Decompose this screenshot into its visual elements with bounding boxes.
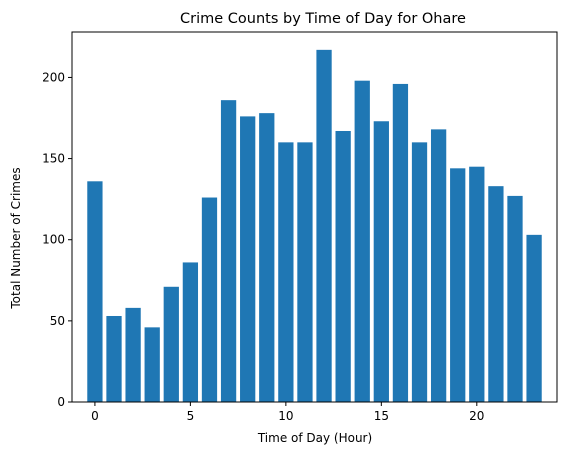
x-tick-label: 0 bbox=[91, 409, 99, 423]
bar-hour-17 bbox=[411, 142, 428, 402]
plot-frame bbox=[71, 31, 558, 403]
bar-hour-0 bbox=[87, 181, 103, 402]
y-tick-label: 0 bbox=[57, 395, 65, 409]
y-axis-label: Total Number of Crimes bbox=[9, 167, 23, 309]
bar-hour-9 bbox=[259, 113, 275, 402]
bar-hour-10 bbox=[278, 142, 294, 402]
y-tick-label: 200 bbox=[42, 70, 65, 84]
bars-group bbox=[87, 49, 542, 403]
bar-hour-22 bbox=[507, 195, 523, 402]
bar-hour-23 bbox=[526, 234, 542, 402]
bar-hour-3 bbox=[144, 327, 160, 402]
chart-title: Crime Counts by Time of Day for Ohare bbox=[180, 11, 466, 27]
bar-hour-15 bbox=[373, 121, 389, 402]
bar-hour-7 bbox=[220, 100, 237, 402]
bar-hour-21 bbox=[488, 186, 504, 402]
y-tick-label: 150 bbox=[42, 152, 65, 166]
bar-hour-16 bbox=[392, 83, 409, 403]
y-tick-label: 50 bbox=[50, 314, 65, 328]
plot-area: 0 5 10 15 20 0 50 100 150 200 bbox=[42, 31, 558, 423]
bar-hour-1 bbox=[106, 315, 122, 402]
bar-hour-6 bbox=[201, 197, 218, 402]
bar-hour-5 bbox=[182, 262, 199, 402]
y-axis: 0 50 100 150 200 bbox=[42, 70, 72, 409]
bar-hour-11 bbox=[297, 142, 313, 402]
y-tick-label: 100 bbox=[42, 233, 65, 247]
x-axis-label: Time of Day (Hour) bbox=[257, 431, 372, 445]
bar-hour-19 bbox=[450, 168, 466, 402]
bar-hour-4 bbox=[163, 286, 179, 402]
x-tick-label: 15 bbox=[374, 409, 389, 423]
bar-hour-8 bbox=[240, 116, 256, 403]
bar-hour-12 bbox=[316, 49, 332, 402]
x-axis: 0 5 10 15 20 bbox=[91, 402, 484, 423]
x-tick-label: 5 bbox=[187, 409, 195, 423]
x-tick-label: 10 bbox=[278, 409, 293, 423]
bar-hour-2 bbox=[125, 307, 141, 402]
bar-hour-13 bbox=[335, 130, 351, 403]
bar-hour-18 bbox=[430, 129, 447, 403]
x-tick-label: 20 bbox=[469, 409, 484, 423]
bar-hour-14 bbox=[354, 80, 370, 403]
bar-hour-20 bbox=[469, 166, 485, 402]
